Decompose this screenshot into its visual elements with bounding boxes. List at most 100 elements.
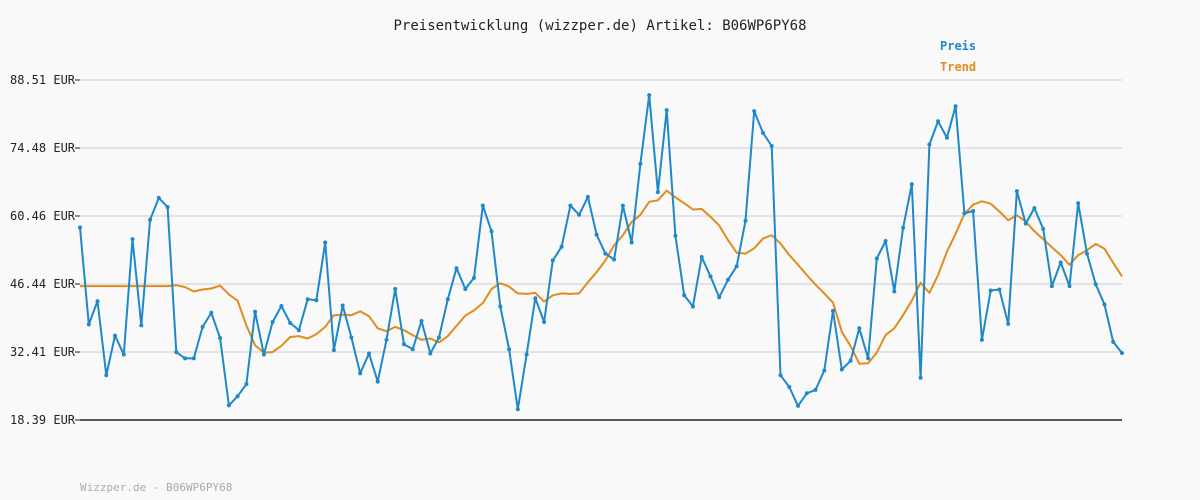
data-point-preis <box>410 347 415 352</box>
data-point-preis <box>1014 189 1019 194</box>
data-point-preis <box>594 232 599 237</box>
data-point-preis <box>130 237 135 242</box>
y-tick-label: 74.48 EUR <box>10 141 76 155</box>
data-point-preis <box>235 394 240 399</box>
data-point-preis <box>647 93 652 98</box>
data-point-preis <box>638 161 643 166</box>
data-point-preis <box>813 387 818 392</box>
data-point-preis <box>340 303 345 308</box>
data-point-preis <box>883 239 888 243</box>
data-point-preis <box>953 104 958 109</box>
data-point-preis <box>384 337 389 342</box>
data-point-preis <box>944 135 949 140</box>
data-point-preis <box>962 211 967 216</box>
data-point-preis <box>831 308 835 313</box>
data-point-preis <box>726 277 730 282</box>
chart-title: Preisentwicklung (wizzper.de) Artikel: B… <box>393 18 807 34</box>
data-point-preis <box>148 217 153 222</box>
data-point-preis <box>1058 260 1063 265</box>
data-point-preis <box>428 351 433 356</box>
data-point-preis <box>367 351 371 356</box>
data-point-preis <box>375 379 380 384</box>
data-point-preis <box>279 304 284 308</box>
data-point-preis <box>542 320 547 324</box>
y-tick-label: 18.39 EUR <box>10 413 76 427</box>
data-point-preis <box>673 233 678 238</box>
data-point-preis <box>1093 282 1098 287</box>
data-point-preis <box>936 119 941 124</box>
data-point-preis <box>139 323 144 328</box>
data-point-preis <box>437 335 441 340</box>
data-point-preis <box>717 295 722 300</box>
data-point-preis <box>655 190 660 195</box>
data-point-preis <box>787 385 792 389</box>
data-point-preis <box>778 373 783 378</box>
data-point-preis <box>463 287 468 291</box>
data-point-preis <box>1041 226 1046 231</box>
data-point-preis <box>568 203 573 208</box>
y-tick-label: 32.41 EUR <box>10 345 76 359</box>
data-point-preis <box>349 335 354 340</box>
data-point-preis <box>1085 251 1089 256</box>
data-point-preis <box>734 264 739 269</box>
data-point-preis <box>331 348 336 353</box>
data-point-preis <box>305 297 310 302</box>
data-point-preis <box>1111 339 1116 344</box>
data-point-preis <box>515 407 520 412</box>
data-point-preis <box>296 328 301 333</box>
data-point-preis <box>585 194 590 199</box>
data-point-preis <box>857 326 862 331</box>
data-point-preis <box>577 212 582 217</box>
data-point-preis <box>1102 302 1107 307</box>
data-point-preis <box>629 240 634 245</box>
legend-trend: Trend <box>940 60 977 74</box>
data-point-preis <box>288 321 293 325</box>
data-point-preis <box>971 209 976 213</box>
data-point-preis <box>682 293 687 298</box>
y-tick-label: 60.46 EUR <box>10 209 76 223</box>
data-point-preis <box>1067 284 1072 289</box>
data-point-preis <box>191 356 196 361</box>
data-point-preis <box>402 342 406 347</box>
data-point-preis <box>419 319 424 323</box>
data-point-preis <box>323 240 328 245</box>
data-point-preis <box>95 299 100 304</box>
data-point-preis <box>909 182 914 187</box>
data-point-preis <box>209 310 214 315</box>
data-point-preis <box>226 403 231 408</box>
data-point-preis <box>699 255 704 259</box>
data-point-preis <box>393 287 398 291</box>
y-tick-label: 88.51 EUR <box>10 73 76 87</box>
data-point-preis <box>480 203 485 208</box>
data-point-preis <box>892 289 897 294</box>
series-line-preis <box>79 94 1123 411</box>
data-point-preis <box>690 304 695 309</box>
legend-preis: Preis <box>940 39 977 53</box>
data-point-preis <box>822 368 827 373</box>
grid-lines <box>80 79 1122 353</box>
data-point-preis <box>550 258 555 263</box>
data-point-preis <box>454 266 459 271</box>
data-point-preis <box>1049 284 1054 289</box>
data-point-preis <box>988 288 993 293</box>
data-point-preis <box>918 375 923 380</box>
data-point-preis <box>664 108 669 113</box>
data-point-preis <box>1023 221 1028 226</box>
data-point-preis <box>121 352 126 357</box>
data-point-preis <box>174 350 179 355</box>
data-point-preis <box>866 356 871 361</box>
data-point-preis <box>796 403 800 408</box>
series-group <box>78 93 1124 412</box>
footer-text: Wizzper.de - B06WP6PY68 <box>80 481 233 494</box>
data-point-preis <box>927 142 932 147</box>
data-point-preis <box>708 274 713 279</box>
data-point-preis <box>848 358 853 363</box>
data-point-preis <box>78 225 82 230</box>
data-point-preis <box>769 144 774 148</box>
data-point-preis <box>752 109 757 114</box>
data-point-preis <box>445 297 450 302</box>
data-point-preis <box>472 275 476 280</box>
data-point-preis <box>761 130 765 135</box>
data-point-preis <box>314 298 319 303</box>
data-point-preis <box>498 304 503 309</box>
